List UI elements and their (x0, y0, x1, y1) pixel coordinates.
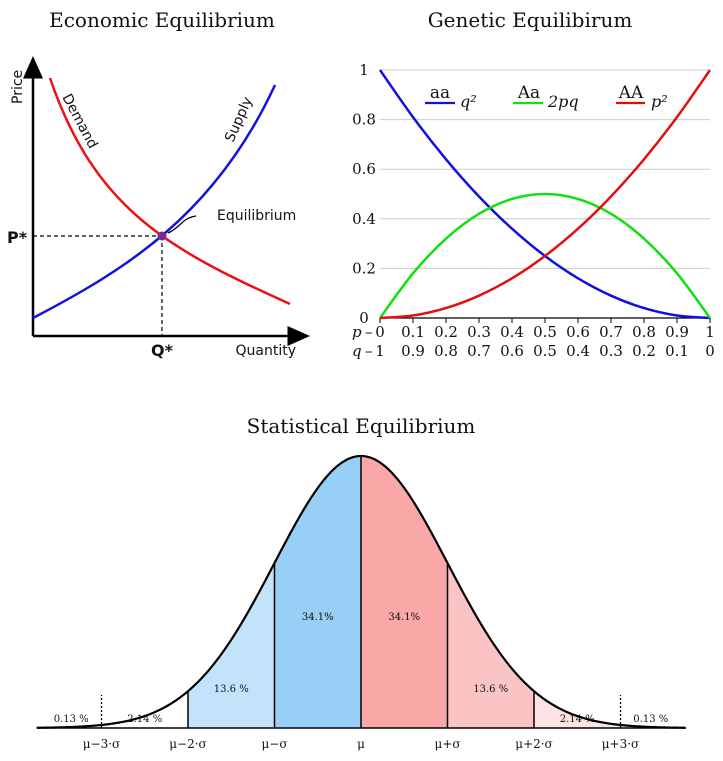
p-tick-label: 0.9 (665, 323, 689, 341)
sigma-tick-label: μ (357, 737, 365, 751)
sigma-tick-label: μ−3·σ (83, 737, 121, 751)
legend-AA-formula: p² (651, 92, 668, 111)
economic-y-label: Price (10, 70, 26, 104)
region-label: 0.13 % (54, 714, 89, 725)
region-fill (274, 456, 361, 728)
y-tick-label: 0 (359, 309, 369, 327)
region-fill (534, 691, 621, 728)
y-tick-label: 0.6 (352, 160, 376, 178)
p-row-dash: – (365, 323, 373, 341)
legend-aa-name: aa (430, 83, 450, 103)
sigma-ticks: μ−3·σ μ−2·σ μ−σ μ μ+σ μ+2·σ μ+3·σ (83, 737, 640, 751)
q-tick-label: 0.3 (599, 342, 623, 360)
price-marker: P* (7, 228, 28, 247)
region-label: 2.14 % (560, 714, 595, 725)
legend-Aa-name: Aa (517, 83, 540, 103)
bell-curve (36, 454, 686, 729)
region-fill (361, 456, 448, 728)
sigma-tick-label: μ−σ (261, 737, 287, 751)
genetic-y-ticks: 0 0.2 0.4 0.6 0.8 1 (352, 61, 376, 327)
series-line-Aa (378, 192, 712, 319)
supply-curve (32, 84, 277, 320)
statistical-title: Statistical Equilibrium (247, 414, 476, 438)
q-tick-label: 0.5 (533, 342, 557, 360)
equilibrium-label: Equilibrium (217, 208, 296, 224)
quantity-marker: Q* (151, 341, 174, 360)
genetic-series (378, 69, 712, 320)
genetic-legend: aa q² Aa 2pq AA p² (425, 83, 668, 111)
equilibrium-point (157, 231, 167, 241)
p-tick-label: 0.7 (599, 323, 623, 341)
sigma-tick-label: μ+2·σ (515, 737, 553, 751)
q-tick-label: 1 (375, 342, 385, 360)
p-tick-label: 1 (705, 323, 715, 341)
q-tick-label: 0.9 (401, 342, 425, 360)
region-labels: 0.13 % 2.14 % 13.6 % 34.1% 34.1% 13.6 % 2.14 %… (54, 612, 669, 725)
economic-x-label: Quantity (236, 343, 297, 359)
series-line-AA (379, 69, 712, 320)
region-fill (101, 691, 188, 728)
p-tick-label: 0.1 (401, 323, 425, 341)
q-tick-label: 0.6 (500, 342, 524, 360)
statistical-chart: Statistical Equilibrium 0.13 % 2.14 % 13.6… (15, 414, 707, 751)
q-row-label: q (352, 342, 362, 360)
q-tick-label: 0.2 (632, 342, 656, 360)
p-tick-label: 0.3 (467, 323, 491, 341)
economic-chart: Economic Equilibrium Price Quantity Dema… (7, 8, 310, 360)
q-tick-label: 0 (705, 342, 715, 360)
legend-AA-name: AA (618, 83, 644, 103)
genetic-x-ticks: 010.10.90.20.80.30.70.40.60.50.50.60.40.… (375, 318, 715, 360)
region-label: 0.13 % (633, 714, 668, 725)
q-tick-label: 0.8 (434, 342, 458, 360)
demand-curve (48, 77, 291, 306)
economic-title: Economic Equilibrium (49, 8, 275, 32)
y-tick-label: 0.8 (352, 111, 376, 129)
equilibrium-pointer (167, 215, 197, 234)
genetic-grid (380, 69, 710, 269)
sigma-tick-label: μ+3·σ (602, 737, 640, 751)
q-tick-label: 0.4 (566, 342, 590, 360)
y-tick-label: 0.4 (352, 210, 376, 228)
region-label: 13.6 % (473, 684, 508, 695)
q-tick-label: 0.1 (665, 342, 689, 360)
p-tick-label: 0 (375, 323, 385, 341)
genetic-title: Genetic Equilibirum (428, 8, 633, 32)
sigma-tick-label: μ−2·σ (169, 737, 207, 751)
bell-regions (15, 456, 707, 728)
supply-label: Supply (222, 95, 256, 145)
region-label: 34.1% (302, 612, 334, 623)
region-label: 2.14 % (127, 714, 162, 725)
p-row-label: p (352, 323, 362, 341)
q-row-dash: – (365, 342, 373, 360)
region-label: 34.1% (388, 612, 420, 623)
y-tick-label: 1 (359, 61, 369, 79)
genetic-chart: Genetic Equilibirum 00.20.40.60.81 010.1… (352, 8, 715, 360)
y-tick-label: 0.2 (352, 259, 376, 277)
legend-Aa-formula: 2pq (547, 92, 579, 111)
p-tick-label: 0.5 (533, 323, 557, 341)
p-tick-label: 0.8 (632, 323, 656, 341)
p-tick-label: 0.4 (500, 323, 524, 341)
p-tick-label: 0.6 (566, 323, 590, 341)
p-tick-label: 0.2 (434, 323, 458, 341)
region-label: 13.6 % (214, 684, 249, 695)
sigma-tick-label: μ+σ (434, 737, 460, 751)
q-tick-label: 0.7 (467, 342, 491, 360)
legend-aa-formula: q² (460, 92, 477, 111)
